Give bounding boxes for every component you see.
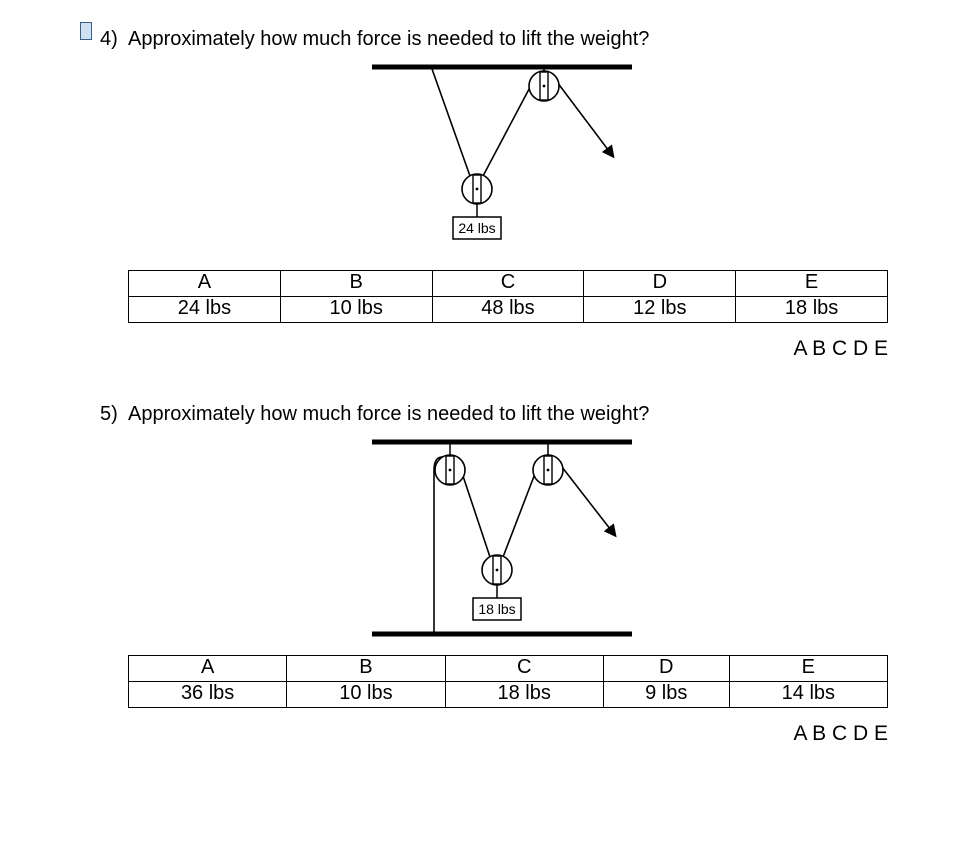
question-row: 4) Approximately how much force is neede… [100,28,903,51]
option-header: D [603,656,729,682]
question-text: Approximately how much force is needed t… [128,28,649,51]
pulley-diagram: 24 lbs [352,59,652,259]
option-header: B [280,271,432,297]
option-value: 18 lbs [736,297,888,323]
option-value: 10 lbs [280,297,432,323]
table-row: A B C D E [129,656,888,682]
answer-letter-row: A B C D E [128,337,888,361]
question-number: 5) [100,403,128,426]
question-number: 4) [100,28,128,51]
option-header: A [129,271,281,297]
option-header: E [736,271,888,297]
table-row: 24 lbs 10 lbs 48 lbs 12 lbs 18 lbs [129,297,888,323]
question-text: Approximately how much force is needed t… [128,403,649,426]
answer-table: A B C D E 36 lbs 10 lbs 18 lbs 9 lbs 14 … [128,655,888,708]
option-value: 10 lbs [287,682,445,708]
diagram-container: 24 lbs [100,59,903,264]
rope-segment-arrow [551,74,612,155]
page-content: 4) Approximately how much force is neede… [0,0,963,746]
option-value: 12 lbs [584,297,736,323]
weight-label: 18 lbs [478,601,515,617]
pulley-movable [482,555,512,585]
answer-table: A B C D E 24 lbs 10 lbs 48 lbs 12 lbs 18… [128,270,888,323]
answer-letter-row: A B C D E [128,722,888,746]
question-row: 5) Approximately how much force is neede… [100,403,903,426]
table-row: 36 lbs 10 lbs 18 lbs 9 lbs 14 lbs [129,682,888,708]
option-header: C [445,656,603,682]
pulley-diagram: 18 lbs [352,434,652,644]
page-marker [80,22,92,40]
rope-segment [432,69,470,176]
weight-label: 24 lbs [458,220,495,236]
answer-letters-text: A B C D E [793,722,888,745]
option-header: D [584,271,736,297]
option-value: 14 lbs [729,682,887,708]
option-header: B [287,656,445,682]
pulley-movable [462,174,492,204]
option-value: 48 lbs [432,297,584,323]
option-value: 24 lbs [129,297,281,323]
pulley-fixed [435,444,465,485]
rope-segment-arrow [555,458,614,534]
option-header: C [432,271,584,297]
option-value: 9 lbs [603,682,729,708]
option-header: A [129,656,287,682]
option-value: 18 lbs [445,682,603,708]
option-header: E [729,656,887,682]
option-value: 36 lbs [129,682,287,708]
answer-letters-text: A B C D E [793,337,888,360]
pulley-fixed [529,69,559,101]
pulley-fixed [533,444,563,485]
diagram-container: 18 lbs [100,434,903,649]
table-row: A B C D E [129,271,888,297]
